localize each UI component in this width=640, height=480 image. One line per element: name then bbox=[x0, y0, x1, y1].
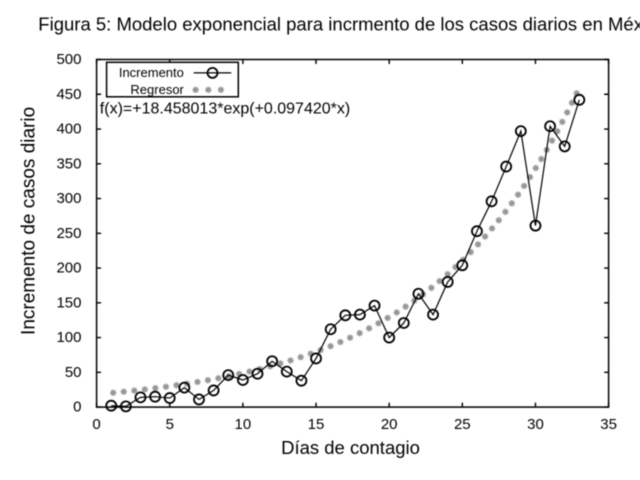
svg-text:35: 35 bbox=[600, 416, 617, 433]
svg-text:f(x)=+18.458013*exp(+0.097420*: f(x)=+18.458013*exp(+0.097420*x) bbox=[100, 101, 350, 118]
svg-text:Incremento: Incremento bbox=[119, 65, 184, 80]
svg-text:Incremento de casos diario: Incremento de casos diario bbox=[19, 107, 40, 335]
svg-text:5: 5 bbox=[166, 416, 174, 433]
svg-text:0: 0 bbox=[92, 416, 100, 433]
svg-text:25: 25 bbox=[454, 416, 471, 433]
svg-text:0: 0 bbox=[73, 399, 81, 416]
svg-text:Días de contagio: Días de contagio bbox=[281, 437, 420, 458]
svg-text:350: 350 bbox=[56, 155, 81, 172]
svg-text:Figura 5: Modelo exponencial p: Figura 5: Modelo exponencial para incrme… bbox=[38, 14, 640, 35]
svg-text:15: 15 bbox=[308, 416, 325, 433]
svg-text:50: 50 bbox=[65, 364, 82, 381]
svg-text:250: 250 bbox=[56, 225, 81, 242]
svg-text:Regresor: Regresor bbox=[130, 82, 184, 97]
svg-text:200: 200 bbox=[56, 260, 81, 277]
svg-text:500: 500 bbox=[56, 51, 81, 68]
svg-text:100: 100 bbox=[56, 329, 81, 346]
svg-text:300: 300 bbox=[56, 190, 81, 207]
svg-text:30: 30 bbox=[527, 416, 544, 433]
svg-text:20: 20 bbox=[381, 416, 398, 433]
svg-text:400: 400 bbox=[56, 121, 81, 138]
svg-text:450: 450 bbox=[56, 86, 81, 103]
svg-text:150: 150 bbox=[56, 294, 81, 311]
svg-text:10: 10 bbox=[235, 416, 252, 433]
